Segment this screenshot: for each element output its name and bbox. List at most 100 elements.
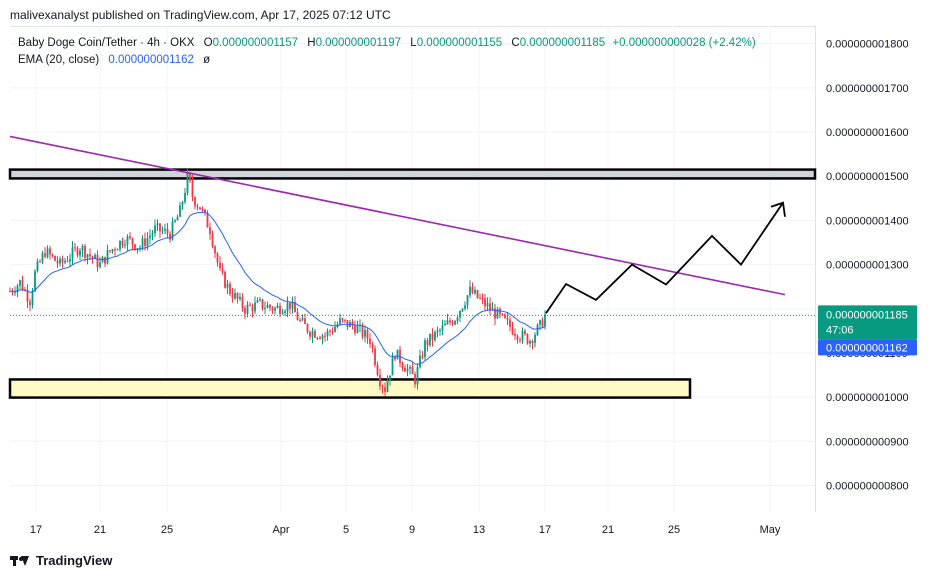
candle-body bbox=[109, 250, 111, 252]
candle-body bbox=[171, 221, 174, 240]
candle-body bbox=[259, 299, 261, 301]
candle-body bbox=[289, 302, 291, 309]
footer-brand[interactable]: TradingView bbox=[10, 553, 112, 568]
candle-body bbox=[366, 329, 369, 339]
y-tick-label: 0.000000001400 bbox=[826, 215, 909, 227]
candle-body bbox=[334, 326, 336, 332]
candle-body bbox=[266, 305, 269, 308]
candle-body bbox=[339, 318, 341, 325]
support-zone bbox=[8, 378, 692, 399]
candle-body bbox=[169, 233, 171, 240]
candle-body bbox=[214, 246, 216, 254]
candle-body bbox=[386, 380, 389, 392]
candle-body bbox=[401, 363, 404, 368]
x-tick-label: 25 bbox=[668, 524, 680, 536]
plot-frame bbox=[10, 26, 816, 512]
trendline bbox=[9, 135, 786, 296]
candle-body bbox=[419, 355, 421, 368]
candle-body bbox=[111, 249, 114, 252]
candle-body bbox=[466, 295, 469, 306]
candle-body bbox=[449, 320, 451, 323]
candle-body bbox=[331, 331, 334, 333]
candle-body bbox=[29, 301, 31, 305]
candle-body bbox=[16, 285, 19, 293]
candle-body bbox=[21, 280, 24, 291]
x-tick-label: Apr bbox=[272, 524, 289, 536]
candle-body bbox=[134, 244, 136, 250]
candle-body bbox=[374, 348, 376, 365]
candle-body bbox=[124, 244, 126, 246]
projection-path bbox=[545, 202, 784, 314]
candle-body bbox=[461, 308, 464, 311]
candle-body bbox=[369, 338, 371, 345]
candle-body bbox=[56, 260, 59, 264]
candle-body bbox=[436, 330, 439, 332]
candle-body bbox=[489, 303, 491, 311]
candle-body bbox=[161, 230, 164, 232]
candle-body bbox=[474, 290, 476, 294]
candle-body bbox=[306, 324, 309, 333]
candle-body bbox=[44, 253, 46, 257]
candle-body bbox=[406, 368, 409, 372]
candle-body bbox=[459, 310, 461, 318]
y-tick-label: 0.000000000900 bbox=[826, 436, 909, 448]
candle-body bbox=[304, 318, 306, 325]
candle-body bbox=[464, 305, 466, 309]
candle-body bbox=[434, 331, 436, 340]
candle-body bbox=[529, 341, 531, 344]
candle-body bbox=[174, 220, 176, 222]
candle-body bbox=[69, 258, 71, 262]
candle-body bbox=[66, 260, 69, 262]
candle-body bbox=[446, 320, 449, 324]
candle-body bbox=[329, 330, 331, 332]
candle-body bbox=[284, 311, 286, 314]
projection-arrowhead bbox=[770, 201, 786, 217]
candle-body bbox=[544, 314, 546, 327]
candle-body bbox=[521, 331, 524, 341]
candle-body bbox=[221, 268, 224, 272]
candle-body bbox=[194, 197, 196, 207]
candle-body bbox=[144, 238, 146, 247]
candle-body bbox=[316, 337, 319, 339]
candle-body bbox=[119, 240, 121, 250]
candle-body bbox=[181, 201, 184, 206]
candle-body bbox=[356, 325, 359, 333]
x-tick-label: 13 bbox=[473, 524, 485, 536]
candle-body bbox=[324, 335, 326, 337]
candle-body bbox=[126, 236, 129, 245]
candle-body bbox=[321, 335, 324, 339]
candle-body bbox=[196, 206, 199, 208]
candle-body bbox=[311, 331, 314, 337]
legend-c-value: 0.000000001185 bbox=[519, 37, 606, 49]
candle-body bbox=[279, 305, 281, 314]
candle-body bbox=[376, 364, 379, 375]
candle-body bbox=[121, 240, 124, 246]
countdown-label: 47:06 bbox=[826, 324, 854, 336]
candle-body bbox=[244, 307, 246, 314]
candle-body bbox=[164, 228, 166, 231]
candle-body bbox=[74, 247, 76, 249]
candle-body bbox=[389, 375, 391, 381]
ema-path bbox=[9, 211, 546, 365]
candle-body bbox=[416, 367, 419, 385]
candle-body bbox=[204, 209, 206, 213]
candle-body bbox=[254, 302, 256, 312]
candle-body bbox=[64, 260, 66, 263]
candle-body bbox=[444, 323, 446, 326]
y-tick-label: 0.000000001600 bbox=[826, 127, 909, 139]
candle-body bbox=[249, 304, 251, 306]
candle-body bbox=[501, 313, 504, 315]
legend-h-value: 0.000000001197 bbox=[315, 37, 402, 49]
candle-body bbox=[264, 307, 266, 309]
candle-body bbox=[231, 294, 234, 299]
candle-body bbox=[506, 318, 509, 320]
candle-body bbox=[99, 262, 101, 267]
candle-body bbox=[49, 248, 51, 255]
candle-body bbox=[514, 334, 516, 336]
candle-body bbox=[364, 329, 366, 337]
candle-body bbox=[156, 223, 159, 226]
candle-body bbox=[431, 333, 434, 340]
candle-body bbox=[471, 286, 474, 294]
candle-body bbox=[46, 248, 49, 257]
